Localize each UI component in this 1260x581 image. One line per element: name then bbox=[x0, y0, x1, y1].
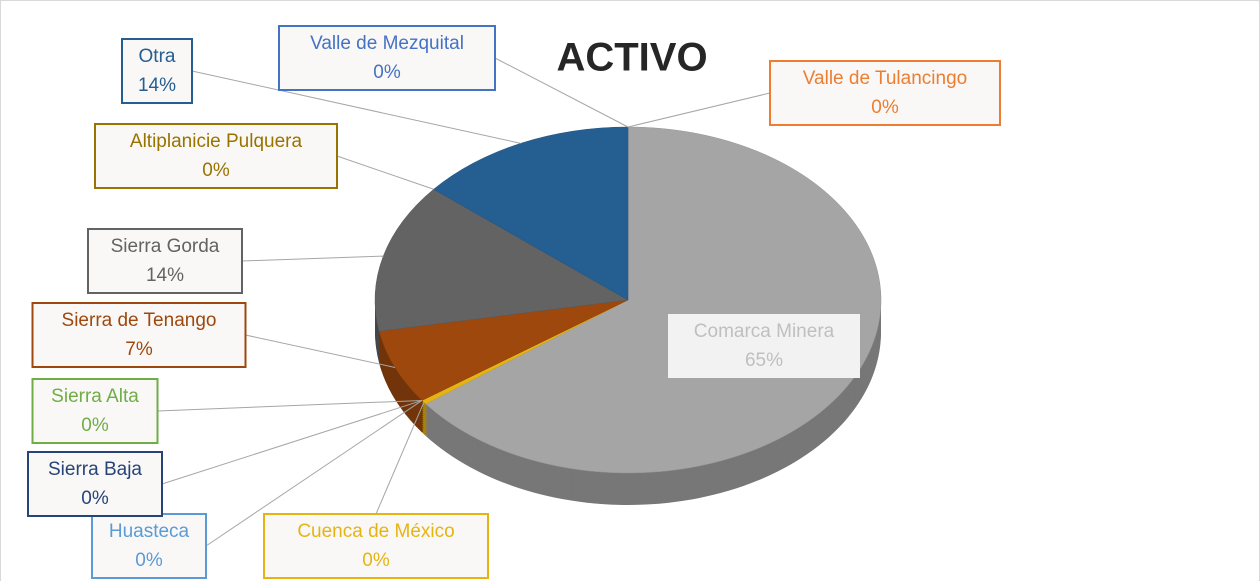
data-label-value: 14% bbox=[146, 265, 184, 286]
data-label-box bbox=[31, 302, 247, 368]
data-label-value: 0% bbox=[135, 550, 163, 571]
data-label-value: 0% bbox=[362, 550, 390, 571]
leader-line bbox=[494, 57, 629, 128]
data-label-name: Sierra Gorda bbox=[111, 236, 220, 257]
data-label-name: Huasteca bbox=[109, 521, 190, 542]
data-label-box bbox=[94, 123, 338, 189]
data-label-name: Comarca Minera bbox=[694, 321, 835, 342]
data-label-value: 7% bbox=[125, 339, 153, 360]
data-label-name: Valle de Tulancingo bbox=[803, 68, 967, 89]
data-label-box bbox=[769, 60, 1001, 126]
slice bbox=[374, 188, 629, 332]
data-label-value: 14% bbox=[138, 75, 176, 96]
data-label-value: 0% bbox=[373, 62, 401, 83]
data-label-name: Cuenca de México bbox=[297, 521, 454, 542]
leader-line bbox=[157, 399, 423, 412]
leader-line bbox=[191, 70, 521, 144]
data-label-value: 0% bbox=[81, 488, 109, 509]
data-label-value: 0% bbox=[81, 415, 109, 436]
leader-line bbox=[241, 255, 384, 262]
data-label-box bbox=[263, 513, 489, 579]
leader-line bbox=[161, 399, 423, 485]
data-label-name: Otra bbox=[139, 46, 176, 67]
data-label-box bbox=[91, 513, 207, 579]
leader-line bbox=[205, 400, 423, 547]
data-label-box bbox=[31, 378, 159, 444]
data-label-box bbox=[668, 314, 860, 378]
data-label-value: 65% bbox=[745, 350, 783, 371]
data-label-name: Sierra Alta bbox=[51, 386, 139, 407]
data-label-value: 0% bbox=[871, 97, 899, 118]
data-label-name: Sierra de Tenango bbox=[62, 310, 217, 331]
leader-line bbox=[375, 402, 425, 515]
data-label-name: Sierra Baja bbox=[48, 459, 142, 480]
data-label-name: Valle de Mezquital bbox=[310, 33, 464, 54]
data-label-box bbox=[27, 451, 163, 517]
leader-line bbox=[627, 92, 771, 128]
data-label-value: 0% bbox=[202, 160, 230, 181]
slice bbox=[378, 299, 629, 401]
chart-title: ACTIVO bbox=[556, 36, 707, 80]
slice bbox=[433, 126, 629, 301]
data-label-box bbox=[121, 38, 193, 104]
leader-line bbox=[336, 155, 434, 190]
data-label-name: Altiplanicie Pulquera bbox=[130, 131, 303, 152]
leader-line bbox=[245, 334, 396, 368]
data-label-box bbox=[278, 25, 496, 91]
data-label-box bbox=[87, 228, 243, 294]
